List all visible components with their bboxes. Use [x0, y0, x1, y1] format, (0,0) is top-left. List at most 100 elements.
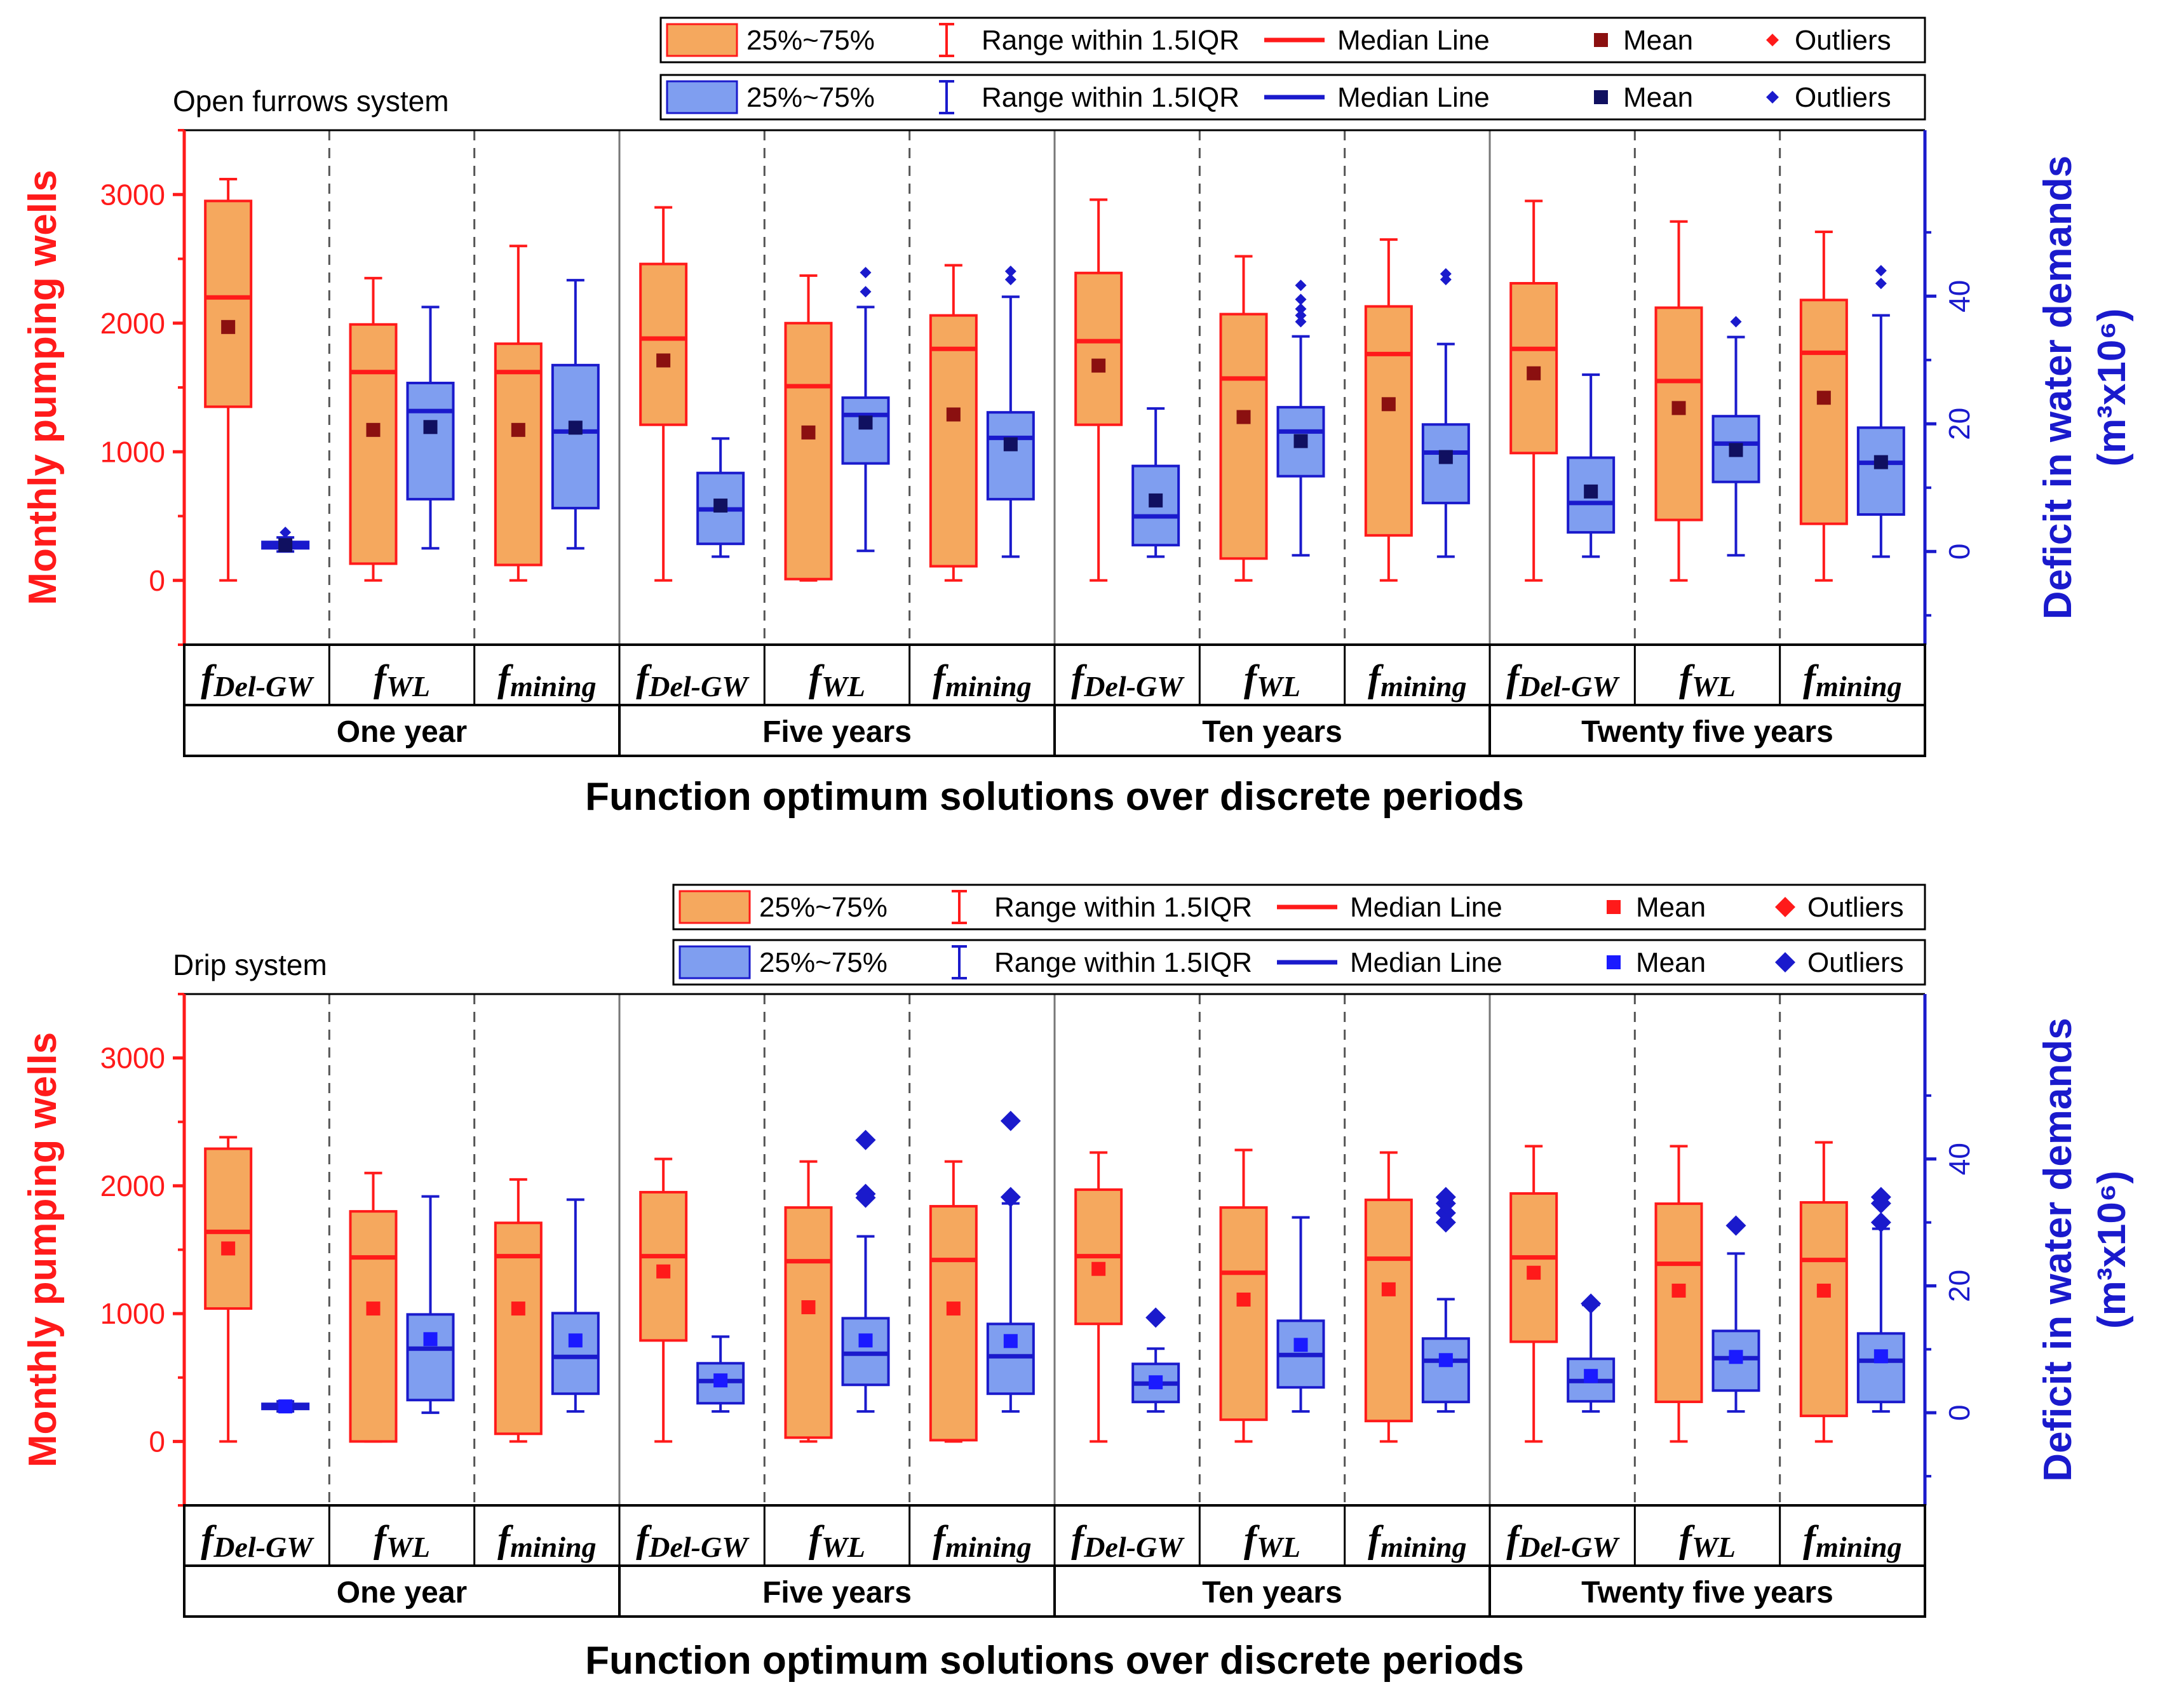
system-label: Drip system: [173, 948, 327, 981]
red-mean: [1236, 1292, 1251, 1307]
left-axis-tick-label: 0: [149, 1425, 165, 1458]
red-mean: [366, 422, 381, 437]
function-label-sub: Del-GW: [1083, 670, 1185, 703]
function-label-sub: Del-GW: [1083, 1531, 1185, 1563]
blue-mean: [1873, 1349, 1888, 1364]
function-label-sub: WL: [386, 670, 430, 703]
legend-box-swatch: [678, 890, 751, 924]
left-axis-tick-label: 0: [149, 564, 165, 597]
red-mean: [656, 353, 671, 368]
blue-box: [1856, 1332, 1905, 1404]
panel-drip: Drip system 0 1000 2000 3000 Monthly pumping …: [21, 948, 2134, 1683]
function-label-sub: WL: [821, 1531, 865, 1563]
blue-mean: [1003, 1334, 1018, 1348]
legend-red: 25%~75% Range within 1.5IQR Median Line Mea…: [672, 884, 1926, 931]
legend-label-range: Range within 1.5IQR: [994, 892, 1252, 923]
legend-outlier-icon: [1766, 91, 1779, 104]
right-axis-title: Deficit in water demands: [2036, 1018, 2080, 1481]
legend-box-swatch: [666, 23, 738, 57]
legend-label-iqr: 25%~75%: [746, 82, 875, 113]
function-label-sub: mining: [1816, 670, 1902, 703]
legend-box-swatch: [666, 80, 738, 114]
legend-mean-icon: [1594, 90, 1608, 104]
legend-label-iqr: 25%~75%: [759, 892, 888, 923]
period-label: Five years: [762, 1576, 912, 1610]
period-label: Twenty five years: [1581, 715, 1833, 749]
blue-mean: [1438, 1353, 1453, 1368]
function-label-sub: WL: [821, 670, 865, 703]
legend-box-swatch: [678, 945, 751, 979]
function-label: fWL: [809, 657, 865, 703]
right-axis-title: Deficit in water demands: [2036, 156, 2080, 619]
function-label: fmining: [497, 1518, 597, 1563]
legend-outlier-icon: [1775, 952, 1795, 972]
panel-open-furrows: Open furrows system 0 1000 2000 3000 Monthly …: [21, 84, 2134, 819]
blue-box: [1856, 426, 1905, 516]
legend-label-iqr: 25%~75%: [746, 25, 875, 56]
blue-outlier: [1000, 1187, 1021, 1207]
red-box: [204, 1147, 253, 1310]
legend-label-outliers: Outliers: [1795, 25, 1891, 56]
function-label: fDel-GW: [1506, 657, 1620, 703]
blue-mean: [1584, 484, 1598, 499]
function-label: fmining: [497, 657, 597, 703]
red-mean: [1527, 366, 1541, 380]
legend-label-median: Median Line: [1337, 25, 1490, 56]
legend-label-median: Median Line: [1350, 892, 1502, 923]
red-box: [1799, 1201, 1848, 1418]
red-mean: [1671, 401, 1686, 415]
red-box: [784, 1206, 833, 1439]
period-label: Ten years: [1202, 1576, 1342, 1610]
left-axis-tick-label: 3000: [100, 178, 165, 211]
blue-outlier: [1295, 309, 1307, 321]
red-mean: [946, 1301, 961, 1316]
legend-mean-icon: [1607, 955, 1621, 969]
left-axis-title: Monthly pumping wells: [21, 1032, 65, 1467]
legend-red: 25%~75% Range within 1.5IQR Median Line Mea…: [659, 17, 1926, 64]
function-label-sub: mining: [945, 1531, 1032, 1563]
blue-outlier: [1870, 1212, 1891, 1233]
blue-outlier: [1145, 1307, 1166, 1328]
x-axis-title: Function optimum solutions over discrete…: [585, 775, 1524, 819]
red-box: [349, 1210, 398, 1443]
legend-label-median: Median Line: [1350, 947, 1502, 978]
blue-mean: [568, 420, 583, 435]
x-axis-title: Function optimum solutions over discrete…: [585, 1639, 1524, 1683]
red-box: [494, 342, 543, 567]
blue-mean: [1149, 1375, 1163, 1390]
red-mean: [946, 407, 961, 422]
red-box: [1074, 271, 1123, 426]
function-label: fWL: [374, 1518, 430, 1563]
right-axis-tick-label: 20: [1943, 1270, 1976, 1302]
red-box: [1654, 1202, 1703, 1403]
right-axis-tick-label: 40: [1943, 1143, 1976, 1175]
blue-mean: [1003, 437, 1018, 452]
blue-mean: [858, 415, 873, 430]
red-box: [929, 314, 978, 568]
blue-mean: [423, 420, 438, 434]
left-axis-tick-label: 1000: [100, 435, 165, 468]
function-label: fmining: [1803, 657, 1902, 703]
function-label-sub: Del-GW: [648, 670, 750, 703]
function-label: fDel-GW: [1506, 1518, 1620, 1563]
red-mean: [1816, 391, 1831, 405]
function-label-sub: mining: [945, 670, 1032, 703]
blue-outlier: [1000, 1110, 1021, 1131]
blue-outlier: [1440, 268, 1452, 280]
legend-outlier-icon: [1775, 897, 1795, 917]
legend-label-range: Range within 1.5IQR: [982, 82, 1239, 113]
blue-mean: [1729, 1350, 1743, 1364]
blue-outlier: [1730, 316, 1742, 328]
blue-outlier: [1295, 279, 1307, 292]
legend-mean-icon: [1607, 900, 1621, 914]
function-label-sub: WL: [386, 1531, 430, 1563]
blue-outlier: [1875, 278, 1887, 290]
legend-outlier-icon: [1766, 34, 1779, 46]
legend-label-mean: Mean: [1623, 82, 1693, 113]
blue-outlier: [1435, 1187, 1456, 1207]
legend-label-mean: Mean: [1636, 892, 1706, 923]
legend-label-mean: Mean: [1636, 947, 1706, 978]
right-axis-tick-label: 20: [1943, 408, 1976, 440]
blue-outlier: [280, 527, 292, 539]
